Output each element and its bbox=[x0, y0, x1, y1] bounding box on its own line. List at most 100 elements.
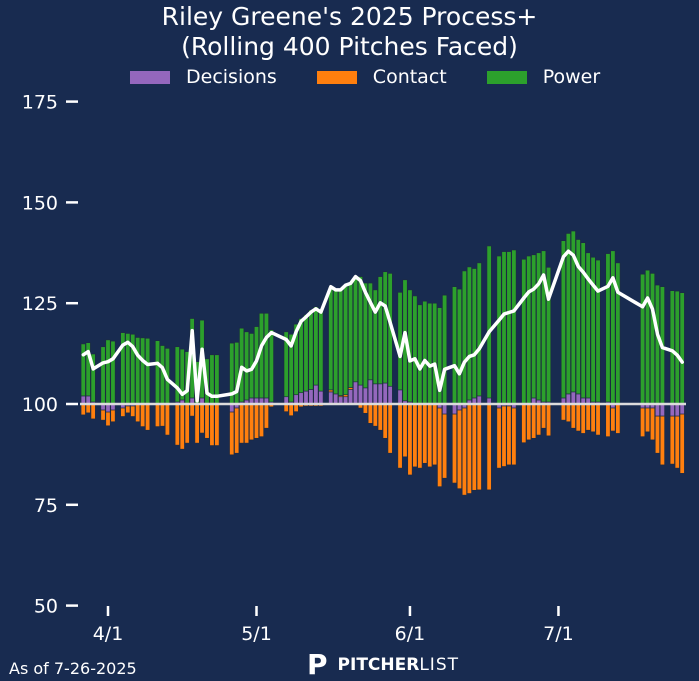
bar-segment-contact bbox=[432, 403, 438, 466]
bar-segment-power bbox=[318, 309, 324, 392]
bar-segment-contact bbox=[427, 403, 433, 468]
bar-segment-power bbox=[565, 233, 571, 395]
bar-segment-contact bbox=[451, 413, 457, 484]
bar-segment-contact bbox=[476, 403, 482, 491]
bar-segment-decisions bbox=[679, 403, 685, 415]
bar-segment-power bbox=[308, 309, 314, 390]
bar-segment-decisions bbox=[357, 384, 363, 405]
y-tick-label: 50 bbox=[34, 596, 58, 618]
bar-segment-power bbox=[526, 255, 532, 405]
bar-segment-power bbox=[85, 342, 91, 397]
bar-segment-contact bbox=[407, 403, 413, 476]
bar-segment-power bbox=[585, 252, 591, 399]
bar-segment-power bbox=[283, 331, 289, 398]
bar-segment-contact bbox=[615, 403, 621, 434]
bar-segment-power bbox=[679, 292, 685, 405]
bar-segment-decisions bbox=[293, 394, 299, 405]
x-tick-label: 4/1 bbox=[93, 623, 124, 645]
bar-segment-power bbox=[560, 240, 566, 399]
bar-segment-power bbox=[466, 266, 472, 401]
bar-segment-power bbox=[649, 273, 655, 405]
bar-segment-power bbox=[654, 284, 660, 405]
bar-segment-contact bbox=[204, 403, 210, 439]
bar-segment-contact bbox=[367, 403, 373, 424]
bar-segment-contact bbox=[422, 403, 428, 464]
bar-segment-contact bbox=[214, 403, 220, 446]
bar-segment-contact bbox=[649, 407, 655, 441]
bar-segment-contact bbox=[590, 403, 596, 433]
legend-swatch-contact bbox=[316, 70, 357, 84]
bar-segment-decisions bbox=[372, 383, 378, 405]
bar-segment-contact bbox=[674, 415, 680, 469]
bar-segment-contact bbox=[382, 403, 388, 439]
bar-segment-contact bbox=[80, 403, 86, 416]
bar-segment-power bbox=[531, 254, 537, 399]
bar-segment-contact bbox=[174, 403, 180, 446]
as-of-date: As of 7-26-2025 bbox=[9, 659, 137, 678]
x-tick-label: 5/1 bbox=[241, 623, 272, 645]
bar-segment-contact bbox=[105, 411, 111, 427]
bar-segment-contact bbox=[595, 403, 601, 436]
bar-segment-contact bbox=[536, 403, 542, 436]
bar-segment-power bbox=[372, 289, 378, 385]
legend-swatch-decisions bbox=[130, 70, 170, 84]
bar-segment-contact bbox=[288, 403, 294, 416]
bar-segment-contact bbox=[580, 403, 586, 434]
process-plus-line bbox=[81, 249, 684, 403]
bar-segment-power bbox=[352, 276, 358, 383]
bar-segment-power bbox=[90, 353, 96, 403]
bar-segment-power bbox=[100, 346, 106, 405]
bar-segment-contact bbox=[531, 403, 537, 439]
bar-segment-power bbox=[501, 251, 507, 405]
bar-segment-power bbox=[536, 252, 542, 401]
bar-segment-power bbox=[427, 302, 433, 405]
bar-segment-contact bbox=[362, 403, 368, 414]
bar-segment-contact bbox=[135, 403, 141, 423]
bar-segment-power bbox=[303, 314, 309, 392]
bar-segment-contact bbox=[209, 403, 215, 446]
bar-segment-contact bbox=[348, 387, 354, 390]
bar-segment-contact bbox=[328, 389, 334, 393]
bar-segment-contact bbox=[229, 411, 235, 456]
y-tick-label: 125 bbox=[22, 293, 58, 315]
legend-label-contact: Contact bbox=[372, 66, 447, 88]
bar-segment-contact bbox=[85, 403, 91, 414]
bar-segment-contact bbox=[501, 405, 507, 467]
bar-segment-decisions bbox=[570, 391, 576, 405]
bar-segment-contact bbox=[610, 407, 616, 432]
bar-segment-contact bbox=[258, 403, 264, 437]
bar-segment-contact bbox=[402, 403, 408, 458]
bar-segment-contact bbox=[511, 407, 517, 466]
bar-segment-contact bbox=[120, 407, 126, 417]
bar-segment-contact bbox=[184, 403, 190, 444]
bar-segment-contact bbox=[654, 415, 660, 454]
bar-segment-contact bbox=[343, 394, 349, 398]
bar-segment-contact bbox=[442, 413, 448, 479]
bar-segment-decisions bbox=[313, 384, 319, 405]
bar-segment-decisions bbox=[575, 393, 581, 405]
legend-label-decisions: Decisions bbox=[186, 66, 277, 88]
bar-segment-power bbox=[293, 323, 299, 396]
bar-segment-contact bbox=[179, 403, 185, 450]
legend-swatch-power bbox=[486, 70, 527, 84]
bar-segment-contact bbox=[496, 407, 502, 469]
bar-segment-contact bbox=[159, 403, 165, 427]
logo-light-text: LIST bbox=[419, 655, 459, 675]
bar-segment-power bbox=[511, 249, 517, 405]
bar-segment-power bbox=[442, 294, 448, 405]
bar-segment-power bbox=[605, 253, 611, 403]
bar-segment-contact bbox=[387, 403, 393, 454]
legend-label-power: Power bbox=[542, 66, 601, 88]
bar-segment-power bbox=[155, 340, 161, 405]
x-tick-label: 7/1 bbox=[543, 623, 574, 645]
chart-title: Riley Greene's 2025 Process+ bbox=[161, 2, 538, 31]
bar-segment-power bbox=[298, 318, 304, 394]
bar-segment-decisions bbox=[318, 390, 324, 405]
bar-segment-contact bbox=[669, 415, 675, 465]
bar-segment-contact bbox=[585, 403, 591, 431]
bar-segment-contact bbox=[100, 409, 106, 421]
bar-segment-power bbox=[575, 239, 581, 395]
bar-segment-decisions bbox=[382, 382, 388, 405]
bar-segment-power bbox=[313, 306, 319, 386]
bar-segment-power bbox=[333, 289, 339, 395]
